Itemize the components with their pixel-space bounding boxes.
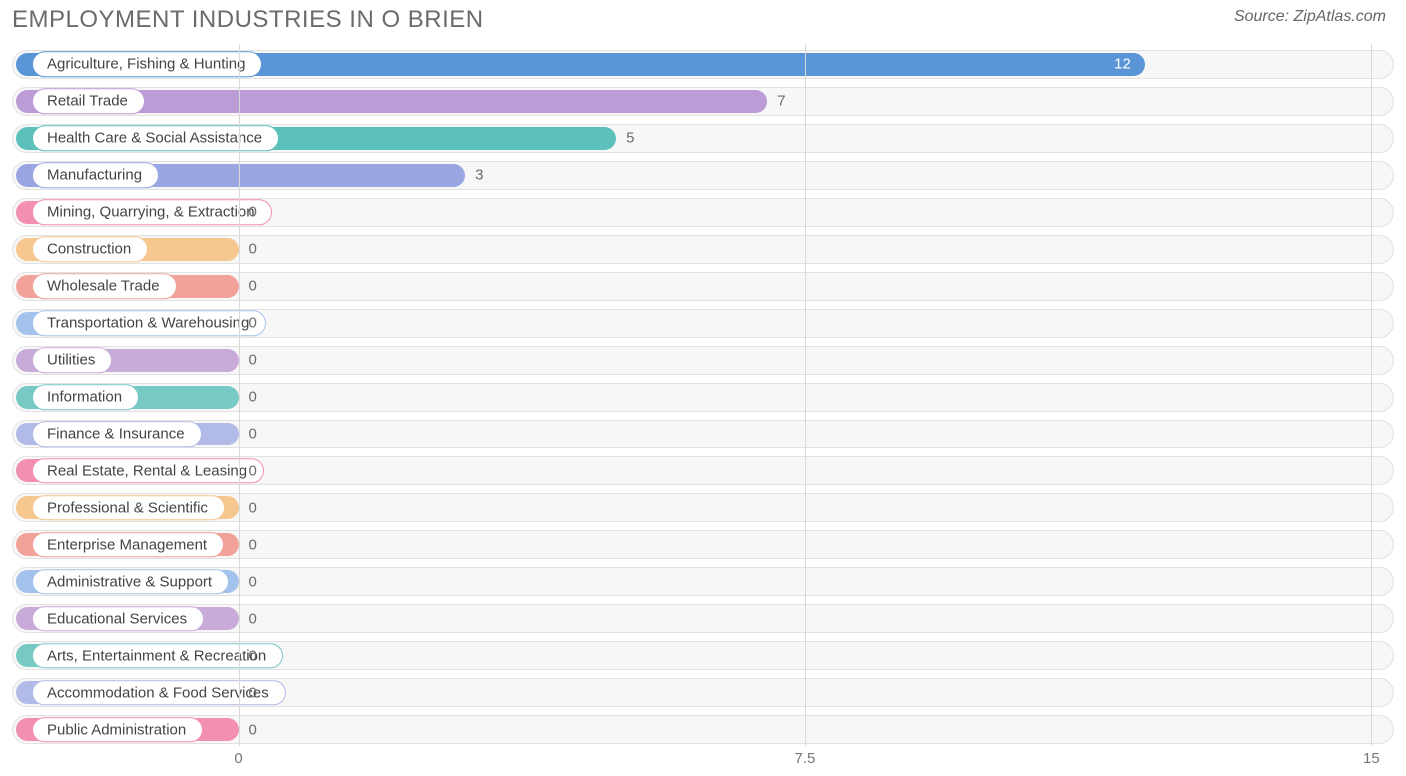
bar-value-label: 0 [249, 721, 257, 738]
bar-value-label: 5 [626, 130, 634, 147]
bar-category-pill: Health Care & Social Assistance [32, 126, 279, 152]
bar-category-pill: Utilities [32, 347, 112, 373]
bar-category-pill: Construction [32, 236, 148, 262]
chart-row: Mining, Quarrying, & Extraction0 [12, 196, 1394, 229]
bar-value-label: 0 [249, 241, 257, 258]
bar-category-pill: Manufacturing [32, 163, 159, 189]
chart-row: Retail Trade 7 [12, 85, 1394, 118]
x-axis: 0 7.5 15 [12, 750, 1394, 770]
bar-category-pill: Retail Trade [32, 89, 145, 115]
bar-value-label: 7 [777, 93, 785, 110]
x-axis-tick-label: 7.5 [795, 750, 816, 767]
chart-title: EMPLOYMENT INDUSTRIES IN O BRIEN [12, 6, 484, 34]
chart-row: Administrative & Support 0 [12, 565, 1394, 598]
bar-category-pill: Arts, Entertainment & Recreation [32, 643, 283, 669]
chart-row: Finance & Insurance 0 [12, 418, 1394, 451]
chart-row: Information 0 [12, 381, 1394, 414]
chart-row: Accommodation & Food Services0 [12, 676, 1394, 709]
chart-row: Health Care & Social Assistance 5 [12, 122, 1394, 155]
chart-rows: Agriculture, Fishing & Hunting 12 Retail T… [12, 44, 1394, 746]
chart-row: Arts, Entertainment & Recreation0 [12, 639, 1394, 672]
bar-value-label: 12 [1114, 56, 1131, 73]
chart-row: Educational Services 0 [12, 602, 1394, 635]
bar-value-label: 0 [249, 610, 257, 627]
chart-row: Construction 0 [12, 233, 1394, 266]
bar-value-label: 0 [249, 278, 257, 295]
bar-category-pill: Information [32, 384, 139, 410]
gridline [1371, 44, 1372, 746]
chart-row: Transportation & Warehousing0 [12, 307, 1394, 340]
bar-value-label: 0 [249, 573, 257, 590]
x-axis-tick-label: 0 [234, 750, 242, 767]
bar-category-pill: Real Estate, Rental & Leasing [32, 458, 264, 484]
chart-row: Real Estate, Rental & Leasing0 [12, 454, 1394, 487]
chart-row: Professional & Scientific 0 [12, 491, 1394, 524]
bar-category-pill: Public Administration [32, 717, 203, 743]
bar-value-label: 0 [249, 499, 257, 516]
bar-category-pill: Transportation & Warehousing [32, 310, 266, 336]
bar-category-pill: Mining, Quarrying, & Extraction [32, 200, 272, 226]
gridline [239, 44, 240, 746]
bar-value-label: 0 [249, 389, 257, 406]
bar-value-label: 0 [249, 315, 257, 332]
bar-category-pill: Educational Services [32, 606, 204, 632]
chart-source: Source: ZipAtlas.com [1234, 8, 1386, 26]
bar-category-pill: Agriculture, Fishing & Hunting [32, 52, 262, 78]
bar-value-label: 0 [249, 462, 257, 479]
chart-row: Utilities 0 [12, 344, 1394, 377]
chart-row: Enterprise Management 0 [12, 528, 1394, 561]
x-axis-tick-label: 15 [1363, 750, 1380, 767]
bar-value-label: 0 [249, 352, 257, 369]
chart-row: Manufacturing 3 [12, 159, 1394, 192]
bar-category-pill: Wholesale Trade [32, 273, 177, 299]
bar-category-pill: Administrative & Support [32, 569, 229, 595]
bar-value-label: 0 [249, 536, 257, 553]
chart-plot-area: Agriculture, Fishing & Hunting 12 Retail T… [12, 44, 1394, 746]
chart-row: Wholesale Trade 0 [12, 270, 1394, 303]
bar-value-label: 0 [249, 426, 257, 443]
bar-category-pill: Enterprise Management [32, 532, 224, 558]
bar-category-pill: Professional & Scientific [32, 495, 225, 521]
gridline [805, 44, 806, 746]
chart-row: Public Administration 0 [12, 713, 1394, 746]
bar-value-label: 0 [249, 684, 257, 701]
bar-value-label: 0 [249, 647, 257, 664]
bar-value-label: 3 [475, 167, 483, 184]
chart-row: Agriculture, Fishing & Hunting 12 [12, 48, 1394, 81]
chart-header: EMPLOYMENT INDUSTRIES IN O BRIEN Source:… [0, 0, 1406, 34]
bar-value-label: 0 [249, 204, 257, 221]
bar-category-pill: Finance & Insurance [32, 421, 202, 447]
